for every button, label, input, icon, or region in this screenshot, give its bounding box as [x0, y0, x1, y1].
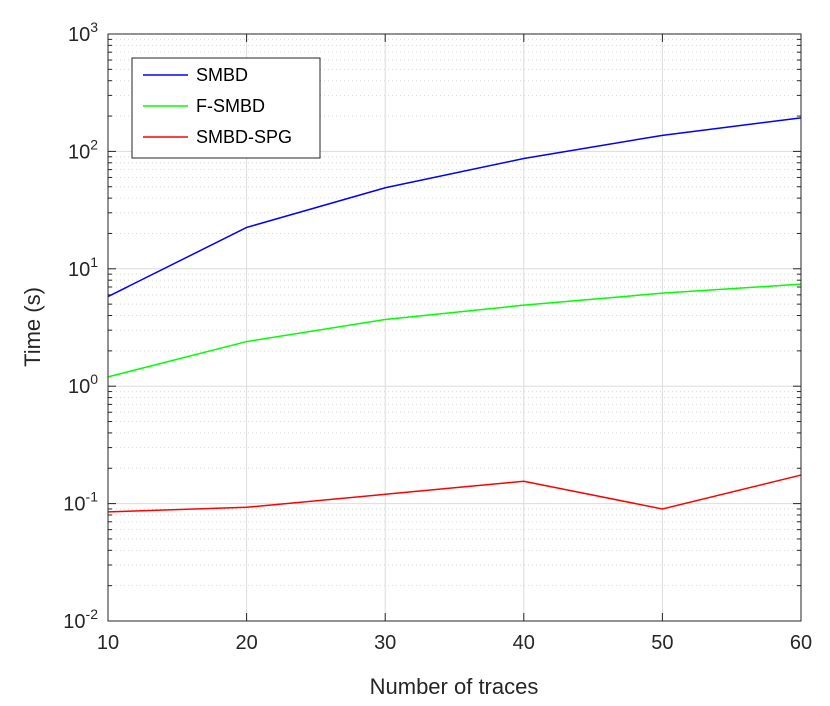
- x-tick-label: 30: [374, 632, 396, 654]
- series-line-smbd: [107, 117, 802, 298]
- y-tick-label: 100: [68, 371, 98, 398]
- x-axis-label: Number of traces: [370, 674, 539, 699]
- y-tick-label: 10-2: [63, 606, 98, 633]
- y-tick-label: 10-1: [63, 489, 98, 516]
- axis-ticks: [107, 33, 802, 622]
- x-tick-label: 20: [235, 632, 257, 654]
- x-tick-labels: 10 20 30 40 50 60: [97, 632, 812, 654]
- legend-label: SMBD-SPG: [196, 127, 292, 147]
- y-tick-label: 103: [68, 19, 98, 46]
- x-tick-label: 40: [513, 632, 535, 654]
- x-tick-label: 50: [651, 632, 673, 654]
- y-tick-label: 101: [68, 254, 98, 281]
- series-line-smbd-spg: [107, 474, 802, 513]
- legend-label: F-SMBD: [196, 96, 265, 116]
- legend-label: SMBD: [196, 65, 248, 85]
- series-layer: [107, 117, 802, 513]
- x-tick-label: 10: [97, 632, 119, 654]
- plot-frame: [107, 33, 802, 622]
- legend: SMBD F-SMBD SMBD-SPG: [131, 57, 321, 159]
- y-tick-label: 102: [68, 136, 98, 163]
- y-tick-labels: 10-2 10-1 100 101 102 103: [63, 19, 98, 633]
- x-tick-label: 60: [790, 632, 812, 654]
- y-axis-label: Time (s): [20, 287, 45, 367]
- series-line-f-smbd: [107, 283, 802, 378]
